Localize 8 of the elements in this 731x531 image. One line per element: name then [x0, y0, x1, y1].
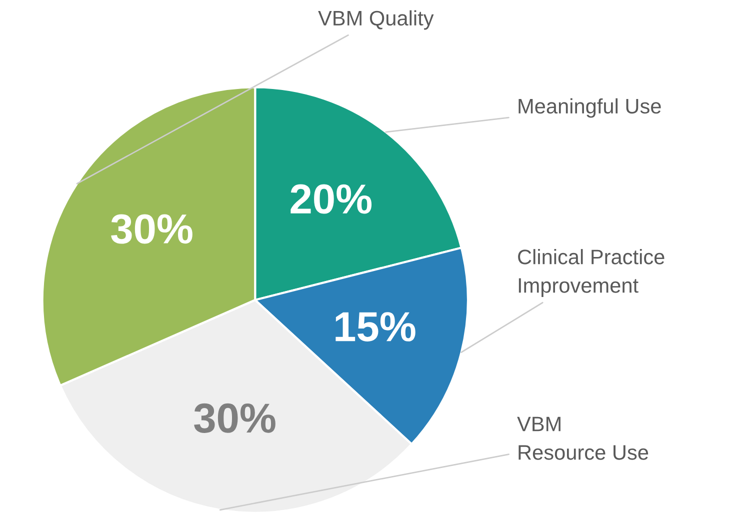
data-label: 15% [336, 312, 416, 342]
slice-label: VBM Quality [318, 10, 434, 30]
data-label: 30% [194, 403, 276, 433]
data-label: 30% [111, 214, 192, 244]
slice-label: VBM Resource Use [517, 416, 648, 460]
slice-label: Meaningful Use [518, 98, 661, 118]
slice-label: Clinical Practice Improvement [518, 249, 664, 297]
data-label: 20% [290, 184, 372, 214]
